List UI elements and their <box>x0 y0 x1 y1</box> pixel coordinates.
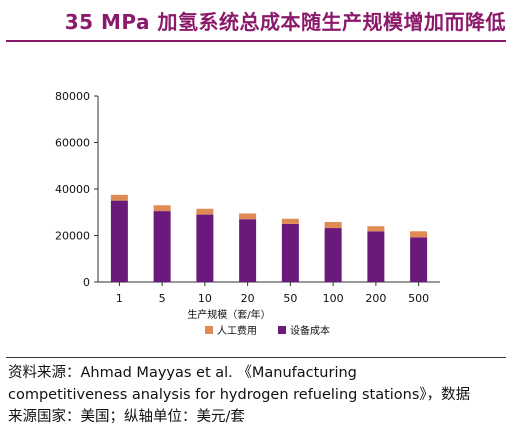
bar-labor-cost <box>196 208 214 215</box>
x-tick-label: 10 <box>198 292 212 305</box>
x-axis: 1 5 10 20 50 100 200 500 <box>98 281 440 305</box>
bar-equipment-cost <box>410 237 428 282</box>
x-tick-label: 200 <box>365 292 386 305</box>
source-divider <box>6 357 506 358</box>
source-note: 资料来源：Ahmad Mayyas et al. 《Manufacturing … <box>8 362 506 428</box>
bar-equipment-cost <box>367 231 385 282</box>
title-divider <box>6 40 506 42</box>
legend-label: 设备成本 <box>290 324 330 337</box>
legend-swatch <box>205 326 213 334</box>
y-tick-label: 80000 <box>55 90 90 103</box>
y-axis: 0 20000 40000 60000 80000 <box>55 90 99 289</box>
bar-labor-cost <box>410 231 428 238</box>
x-tick-label: 100 <box>323 292 344 305</box>
bar-labor-cost <box>110 194 128 201</box>
x-tick-label: 20 <box>241 292 255 305</box>
bar-equipment-cost <box>281 223 299 282</box>
y-tick-label: 0 <box>83 276 90 289</box>
y-tick-label: 60000 <box>55 137 90 150</box>
x-tick-label: 5 <box>159 292 166 305</box>
source-line-1: 资料来源：Ahmad Mayyas et al. 《Manufacturing <box>8 365 357 381</box>
legend: 人工费用 设备成本 <box>205 324 330 337</box>
bar-equipment-cost <box>239 219 257 282</box>
bar-equipment-cost <box>324 228 342 282</box>
bar-labor-cost <box>153 205 171 212</box>
bar-equipment-cost <box>110 200 128 282</box>
bars <box>110 194 428 282</box>
legend-label: 人工费用 <box>217 324 257 337</box>
bar-labor-cost <box>324 222 342 229</box>
legend-swatch <box>278 326 286 334</box>
bar-labor-cost <box>239 213 257 220</box>
x-tick-label: 50 <box>283 292 297 305</box>
bar-labor-cost <box>281 218 299 224</box>
source-line-3: 来源国家：美国；纵轴单位：美元/套 <box>8 409 245 425</box>
x-tick-label: 500 <box>408 292 429 305</box>
y-tick-label: 20000 <box>55 230 90 243</box>
bar-equipment-cost <box>196 214 214 282</box>
x-tick-label: 1 <box>116 292 123 305</box>
source-line-2: competitiveness analysis for hydrogen re… <box>8 387 471 403</box>
bar-labor-cost <box>367 226 385 232</box>
x-axis-title: 生产规模（套/年） <box>187 308 270 321</box>
bar-equipment-cost <box>153 211 171 282</box>
y-tick-label: 40000 <box>55 183 90 196</box>
chart-title: 35 MPa 加氢系统总成本随生产规模增加而降低 <box>64 10 506 34</box>
